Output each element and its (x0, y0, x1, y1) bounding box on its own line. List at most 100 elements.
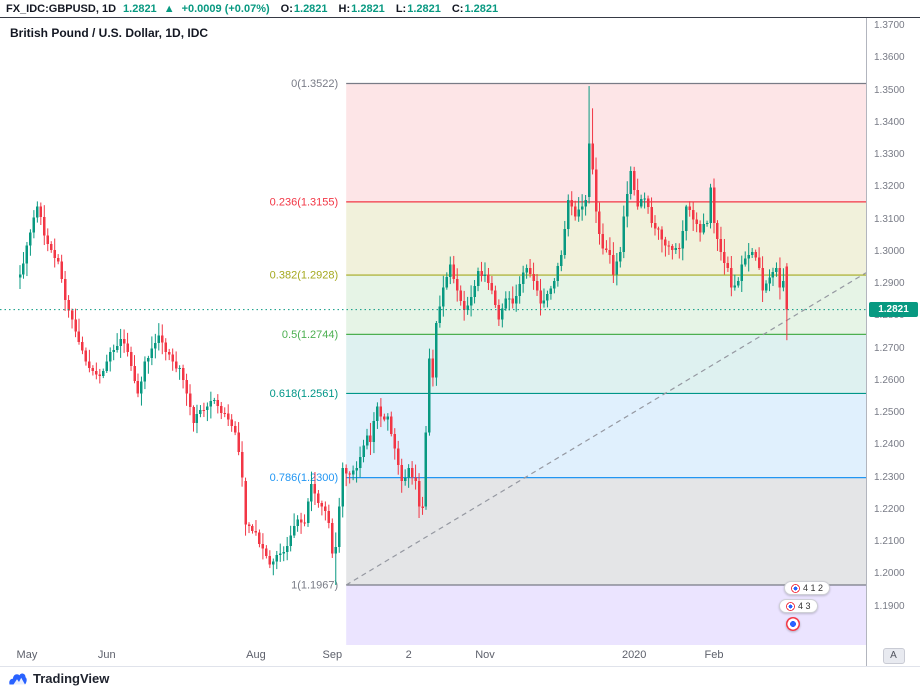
chart-legend[interactable]: British Pound / U.S. Dollar, 1D, IDC (10, 26, 209, 40)
candle (671, 246, 674, 251)
candle (84, 350, 88, 362)
chart-pane[interactable]: 0(1.3522) 0.236(1.3155) 0.382(1.2928) 0.5(1… (0, 18, 866, 645)
price-tick: 1.2500 (874, 407, 905, 419)
candle (667, 245, 671, 247)
candle (525, 267, 528, 273)
candle (681, 230, 685, 249)
high-value: H:1.2821 (338, 2, 385, 15)
reaction-count: 4 1 2 (803, 583, 824, 593)
candle (560, 255, 563, 267)
candle (157, 335, 161, 344)
candle (272, 561, 275, 565)
trendline[interactable] (345, 272, 866, 586)
candle (115, 346, 119, 351)
low-value: L:1.2821 (395, 2, 441, 15)
candle (778, 267, 782, 288)
candle (785, 266, 789, 310)
candle (501, 308, 504, 320)
candle (213, 400, 216, 402)
candle (143, 361, 147, 382)
price-tick: 1.2700 (874, 342, 905, 354)
candle (421, 506, 424, 509)
fib-bands (346, 83, 866, 645)
candle (150, 348, 154, 358)
candle (383, 416, 386, 420)
price-tick: 1.3500 (874, 84, 905, 96)
candle (362, 445, 365, 457)
candle (147, 357, 150, 362)
candle (702, 223, 705, 233)
auto-scale-button[interactable]: A (882, 647, 905, 664)
candle (632, 171, 636, 191)
candle (306, 501, 310, 523)
candle (743, 258, 747, 265)
candle (88, 361, 91, 368)
candle (174, 361, 178, 369)
candle (403, 477, 407, 481)
candle (108, 351, 112, 362)
candle (102, 370, 105, 377)
candle (431, 358, 435, 378)
candle (532, 273, 535, 281)
candle (331, 522, 334, 554)
candle (43, 217, 46, 236)
candle (716, 222, 719, 239)
candle (750, 251, 754, 256)
price-tick: 1.2400 (874, 439, 905, 451)
candle (303, 522, 306, 524)
candle (265, 548, 268, 557)
candle (584, 200, 587, 207)
fib-band (346, 83, 866, 202)
candle (643, 198, 646, 200)
candle (261, 543, 265, 549)
symbol-name[interactable]: FX_IDC:GBPUSD, 1D (6, 2, 117, 15)
candle (386, 416, 390, 420)
candle (424, 432, 428, 507)
time-tick: Nov (475, 649, 495, 661)
reaction-badge[interactable]: 4 3 (779, 599, 818, 613)
candle (636, 190, 639, 207)
candle (337, 506, 341, 547)
candle (279, 553, 282, 556)
candle (334, 546, 338, 554)
candle (63, 278, 67, 301)
candle (605, 248, 608, 250)
fib-label: 0.618(1.2561) (270, 388, 339, 400)
fib-band (346, 477, 866, 586)
candle (22, 263, 25, 275)
candle (650, 206, 653, 223)
fib-lines[interactable]: 0(1.3522) 0.236(1.3155) 0.382(1.2928) 0.5(1… (270, 78, 866, 592)
candle (580, 206, 584, 210)
time-axis[interactable]: May Jun Aug Sep 2 Nov 2020 Feb (0, 645, 866, 666)
candle (733, 285, 737, 288)
candlestick-chart[interactable]: 0(1.3522) 0.236(1.3155) 0.382(1.2928) 0.5(1… (0, 18, 866, 645)
candle (327, 511, 331, 523)
reaction-badge[interactable]: 4 1 2 (784, 581, 831, 595)
time-tick: 2 (405, 649, 412, 661)
candle (410, 467, 414, 478)
candle (709, 187, 712, 223)
candle (313, 484, 317, 494)
candle (691, 209, 695, 220)
candle (49, 244, 53, 251)
candle (36, 206, 39, 218)
candle (285, 545, 289, 552)
fib-label: 0(1.3522) (291, 78, 338, 90)
candle (698, 224, 702, 233)
price-axis[interactable]: 1.2821 1.3700 1.3600 1.3500 1.3400 1.3300 1.3… (866, 18, 920, 645)
candle (171, 354, 174, 362)
candle (60, 261, 63, 279)
candle (535, 280, 539, 291)
candle (216, 400, 220, 406)
candle (122, 338, 126, 344)
roundel-icon[interactable] (786, 617, 800, 631)
candle (244, 480, 247, 525)
candle (455, 279, 459, 291)
candle (268, 556, 272, 565)
candle-bodies (18, 143, 789, 565)
candle (497, 304, 501, 320)
candle (521, 272, 525, 285)
candle (757, 257, 761, 268)
candle (764, 283, 768, 291)
brand-name[interactable]: TradingView (33, 671, 110, 686)
